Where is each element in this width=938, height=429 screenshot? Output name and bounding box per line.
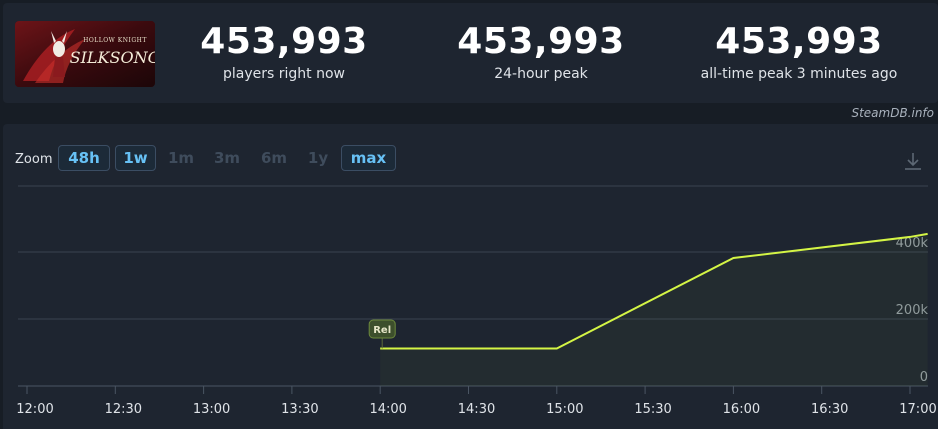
- stat-value: 453,993: [457, 21, 625, 62]
- zoom-label: Zoom: [15, 152, 53, 167]
- y-axis: 0 200k 400k: [896, 236, 929, 385]
- release-marker-label: Rel: [373, 325, 391, 336]
- x-tick-label: 12:00: [16, 402, 53, 417]
- x-tick-label: 16:30: [811, 402, 848, 417]
- stat-value: 453,993: [200, 21, 368, 62]
- steamdb-credit-link[interactable]: SteamDB.info: [851, 106, 934, 120]
- x-tick-label: 15:00: [546, 402, 583, 417]
- chart-panel: [3, 124, 938, 429]
- x-tick-label: 16:00: [723, 402, 760, 417]
- stats-bar: [3, 3, 938, 103]
- stat-current-players: 453,993 players right now: [164, 21, 404, 83]
- x-tick-label: 12:30: [105, 402, 142, 417]
- stat-all-time-peak: 453,993 all-time peak 3 minutes ago: [679, 21, 919, 83]
- zoom-1w-button[interactable]: 1w: [115, 145, 156, 171]
- x-tick-label: 14:30: [458, 402, 495, 417]
- x-tick-label: 13:30: [281, 402, 318, 417]
- stat-label: all-time peak 3 minutes ago: [700, 66, 898, 82]
- zoom-max-button[interactable]: max: [341, 145, 396, 171]
- zoom-3m-button[interactable]: 3m: [213, 149, 241, 167]
- release-marker[interactable]: [368, 319, 396, 339]
- stat-value: 453,993: [715, 21, 883, 62]
- chart-annotations[interactable]: Rel: [368, 319, 396, 349]
- x-axis: 12:00 12:30 13:00 13:30 14:00 14:30 15:00 15:30…: [16, 386, 937, 417]
- zoom-1y-button[interactable]: 1y: [307, 149, 329, 167]
- x-tick-label: 14:00: [369, 402, 406, 417]
- logo-subtitle: HOLLOW KNIGHT: [83, 37, 147, 44]
- y-tick-label: 200k: [896, 303, 929, 318]
- series-area: [380, 234, 927, 386]
- zoom-1m-button[interactable]: 1m: [167, 149, 195, 167]
- stat-label: 24-hour peak: [494, 66, 588, 82]
- x-tick-label: 17:00: [899, 402, 936, 417]
- stat-label: players right now: [223, 66, 345, 82]
- y-tick-label: 0: [920, 370, 928, 385]
- zoom-48h-button[interactable]: 48h: [58, 145, 110, 171]
- x-tick-label: 13:00: [193, 402, 230, 417]
- x-tick-label: 15:30: [634, 402, 671, 417]
- download-icon[interactable]: [902, 150, 924, 172]
- stat-24h-peak: 453,993 24-hour peak: [421, 21, 661, 83]
- game-logo[interactable]: HOLLOW KNIGHT SILKSONG: [15, 21, 155, 87]
- series-line: [380, 232, 928, 350]
- game-logo-art: HOLLOW KNIGHT SILKSONG: [15, 21, 155, 87]
- logo-title: SILKSONG: [70, 48, 155, 67]
- zoom-6m-button[interactable]: 6m: [260, 149, 288, 167]
- y-tick-label: 400k: [896, 236, 929, 251]
